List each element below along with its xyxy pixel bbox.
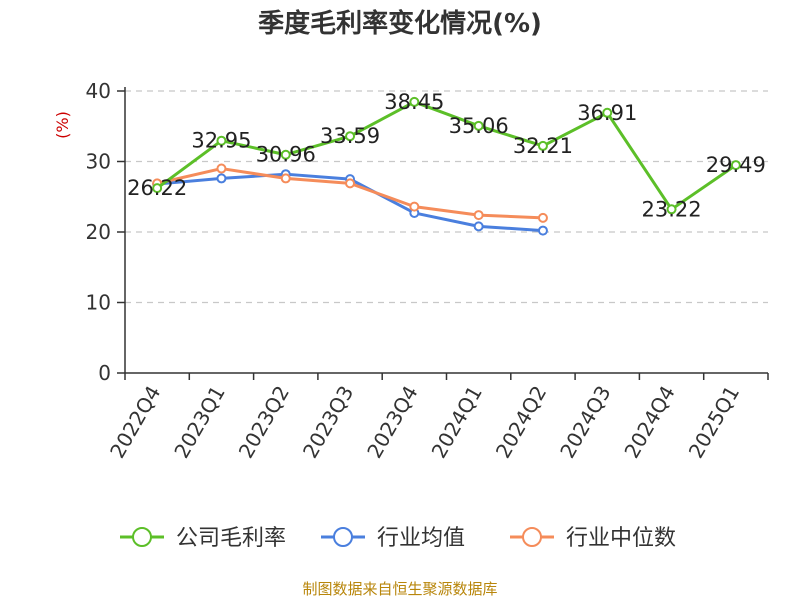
y-tick-label: 0 — [98, 361, 111, 385]
data-point — [730, 160, 741, 171]
data-label: 38.45 — [384, 90, 444, 114]
data-point — [280, 173, 291, 184]
data-point — [473, 120, 484, 131]
data-labels: 26.2232.9530.9633.5938.4535.0632.2136.91… — [127, 90, 766, 221]
legend-marker — [522, 527, 542, 547]
y-tick-label: 20 — [86, 220, 111, 244]
data-label: 29.49 — [706, 153, 766, 177]
x-tick-label: 2024Q1 — [427, 382, 487, 463]
data-point — [280, 149, 291, 160]
x-tick-label: 2023Q4 — [362, 382, 422, 463]
x-tick-label: 2023Q2 — [234, 382, 294, 463]
data-point — [345, 131, 356, 142]
x-tick-label: 2022Q4 — [105, 382, 165, 463]
data-point — [537, 225, 548, 236]
series-group — [152, 96, 741, 236]
data-label: 30.96 — [256, 143, 316, 167]
data-point — [666, 204, 677, 215]
y-axis-label: (%) — [53, 111, 72, 139]
x-tick-label: 2024Q4 — [619, 382, 679, 463]
y-tick-label: 30 — [86, 150, 111, 174]
grid-lines — [125, 90, 768, 304]
legend: 公司毛利率 行业均值 行业中位数 — [120, 526, 676, 551]
chart-title: 季度毛利率变化情况(%) — [258, 8, 542, 39]
data-point — [409, 201, 420, 212]
series-line — [156, 100, 737, 211]
data-label: 36.91 — [577, 101, 637, 125]
data-point — [473, 221, 484, 232]
data-label: 32.21 — [513, 134, 573, 158]
x-tick-label: 2025Q1 — [684, 382, 744, 463]
data-point — [216, 173, 227, 184]
x-tick-label: 2023Q3 — [298, 382, 358, 463]
legend-label: 行业中位数 — [566, 526, 676, 551]
source-note: 制图数据来自恒生聚源数据库 — [302, 580, 497, 598]
y-tick-label: 10 — [86, 291, 111, 315]
data-point — [409, 96, 420, 107]
data-point — [216, 163, 227, 174]
legend-marker — [333, 527, 353, 547]
legend-label: 行业均值 — [377, 526, 465, 551]
data-point — [602, 107, 613, 118]
data-label: 26.22 — [127, 176, 187, 200]
data-label: 35.06 — [449, 114, 509, 138]
data-label: 32.95 — [191, 129, 251, 153]
x-tick-label: 2023Q1 — [169, 382, 229, 463]
x-tick-label: 2024Q2 — [491, 382, 551, 463]
legend-marker — [132, 527, 152, 547]
data-point — [345, 178, 356, 189]
data-point — [152, 183, 163, 194]
data-point — [537, 212, 548, 223]
y-tick-label: 40 — [86, 79, 111, 103]
data-point — [537, 140, 548, 151]
data-label: 33.59 — [320, 124, 380, 148]
data-label: 23.22 — [641, 197, 701, 221]
data-point — [216, 135, 227, 146]
x-tick-label: 2024Q3 — [555, 382, 615, 463]
data-point — [473, 210, 484, 221]
legend-label: 公司毛利率 — [176, 526, 286, 551]
